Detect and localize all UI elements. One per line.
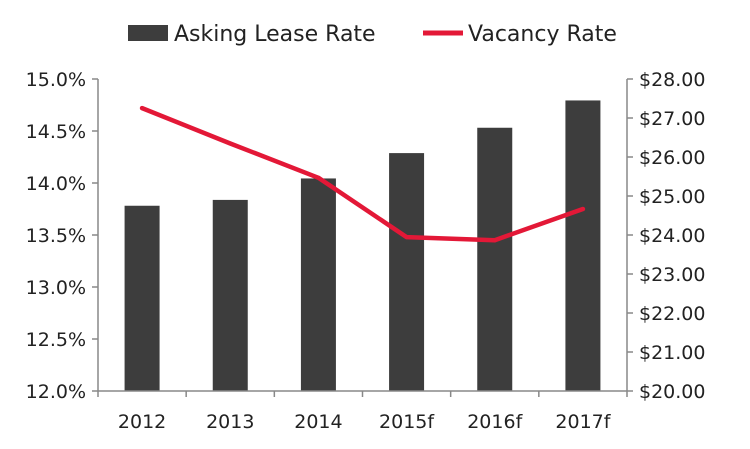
- right-tick-label: $20.00: [639, 381, 705, 403]
- left-tick-label: 13.0%: [26, 277, 86, 299]
- left-tick-label: 14.0%: [26, 173, 86, 195]
- left-tick-label: 13.5%: [26, 225, 86, 247]
- left-tick-label: 15.0%: [26, 69, 86, 91]
- legend: Asking Lease Rate Vacancy Rate: [128, 22, 617, 47]
- x-tick-label: 2013: [206, 411, 254, 433]
- right-tick-label: $27.00: [639, 108, 705, 130]
- vacancy-point-2014: [316, 175, 321, 180]
- x-tick-label: 2015f: [379, 411, 435, 433]
- line-series: [139, 105, 586, 243]
- bar-2015f: [389, 153, 425, 391]
- left-axis-ticks: 12.0% 12.5% 13.0% 13.5% 14.0% 14.5% 15.0%: [26, 69, 98, 403]
- right-tick-label: $28.00: [639, 69, 705, 91]
- vacancy-rate-line: [139, 105, 586, 243]
- right-tick-label: $26.00: [639, 147, 705, 169]
- legend-bar-label: Asking Lease Rate: [174, 22, 376, 47]
- right-axis-ticks: $20.00 $21.00 $22.00 $23.00 $24.00 $25.00 $26.…: [627, 69, 705, 403]
- x-tick-label: 2016f: [467, 411, 523, 433]
- bar-series: [124, 100, 601, 391]
- right-tick-label: $22.00: [639, 303, 705, 325]
- left-tick-label: 12.0%: [26, 381, 86, 403]
- vacancy-point-2017f: [580, 207, 585, 211]
- x-tick-label: 2017f: [555, 411, 611, 433]
- vacancy-point-2016f: [492, 238, 497, 243]
- vacancy-point-2012: [140, 106, 145, 111]
- right-tick-label: $25.00: [639, 186, 705, 208]
- left-tick-label: 14.5%: [26, 121, 86, 143]
- bar-2017f: [565, 100, 601, 391]
- legend-line-label: Vacancy Rate: [468, 22, 617, 47]
- vacancy-point-2015f: [404, 235, 409, 240]
- bar-2013: [212, 199, 248, 391]
- bar-2012: [124, 205, 160, 391]
- x-tick-label: 2014: [294, 411, 342, 433]
- x-axis-ticks: 2012 2013 2014 2015f 2016f 2017f: [97, 391, 628, 433]
- axes: [97, 79, 628, 392]
- right-tick-label: $21.00: [639, 342, 705, 364]
- right-tick-label: $24.00: [639, 225, 705, 247]
- bar-2016f: [477, 127, 513, 391]
- left-tick-label: 12.5%: [26, 329, 86, 351]
- x-tick-label: 2012: [118, 411, 166, 433]
- bar-2014: [300, 178, 336, 391]
- legend-bar-swatch: [128, 25, 168, 41]
- right-tick-label: $23.00: [639, 264, 705, 286]
- vacancy-point-2013: [228, 141, 233, 146]
